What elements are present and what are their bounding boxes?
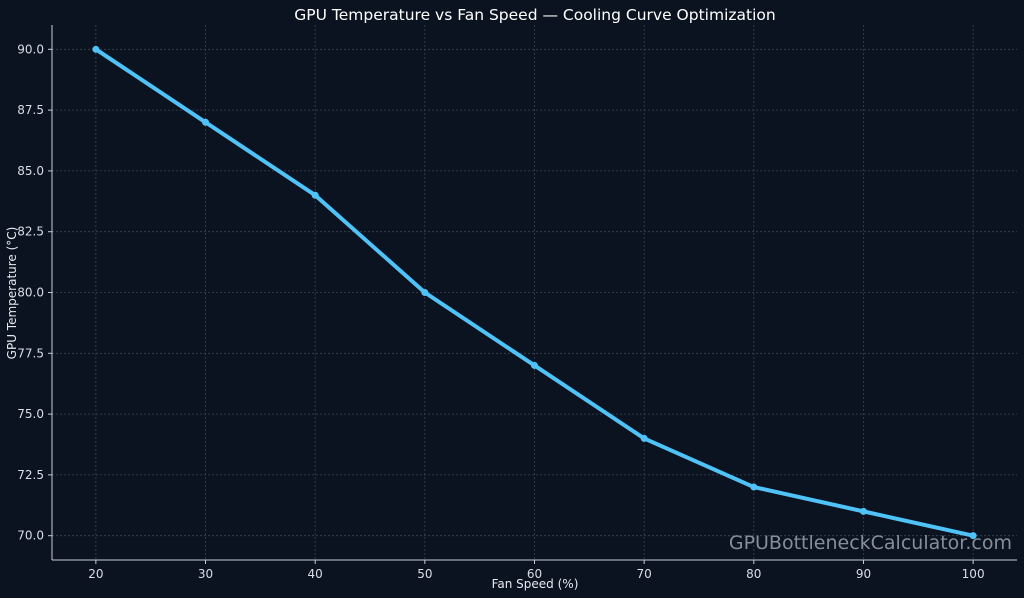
watermark: GPUBottleneckCalculator.com [729,532,1012,554]
y-tick-label: 72.5 [17,468,44,482]
data-point [859,507,867,515]
data-point [969,532,977,540]
data-point [92,45,100,53]
y-axis-label: GPU Temperature (°C) [5,227,19,360]
y-tick-label: 87.5 [17,103,44,117]
x-tick-label: 20 [88,567,103,581]
y-tick-label: 90.0 [17,42,44,56]
data-point [311,191,319,199]
x-axis-label: Fan Speed (%) [492,577,579,591]
x-tick-label: 40 [308,567,323,581]
y-tick-label: 75.0 [17,407,44,421]
data-point [531,361,538,369]
series-layer [92,45,977,540]
data-point [202,118,210,126]
x-tick-label: 70 [637,567,652,581]
x-tick-label: 100 [962,567,985,581]
x-ticks: 20 30 40 50 60 70 80 90 100 [88,560,985,581]
chart-title: GPU Temperature vs Fan Speed — Cooling C… [294,6,775,24]
y-tick-label: 77.5 [17,346,44,360]
grid [52,25,1017,560]
data-point [640,434,648,442]
data-point [750,483,758,491]
x-tick-label: 90 [856,567,871,581]
data-point [421,289,429,296]
x-tick-label: 30 [198,567,213,581]
y-tick-label: 70.0 [17,529,44,543]
y-tick-label: 80.0 [17,286,44,300]
x-tick-label: 60 [527,567,542,581]
x-tick-label: 50 [417,567,432,581]
y-tick-label: 82.5 [17,225,44,239]
y-tick-label: 85.0 [17,164,44,178]
x-tick-label: 80 [746,567,761,581]
y-ticks: 70.0 72.5 75.0 77.5 80.0 82.5 85.0 87.5 90.0 [17,42,52,543]
